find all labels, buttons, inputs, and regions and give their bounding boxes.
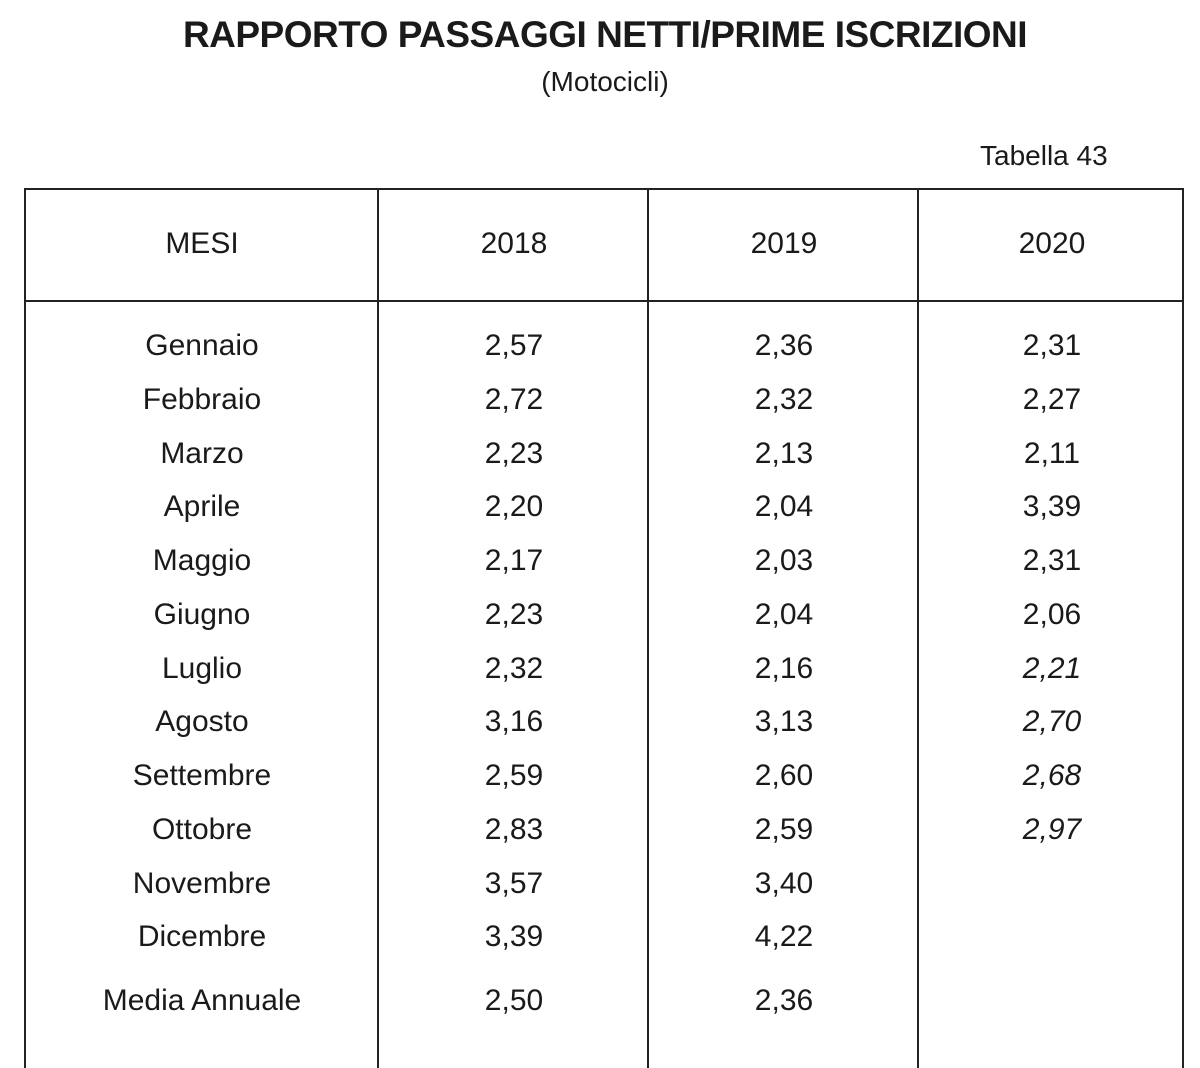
- month-cell: Gennaio: [145, 329, 259, 362]
- value-2019: 2,04: [754, 598, 814, 631]
- page-subtitle: (Motocicli): [541, 66, 669, 97]
- column-divider: [647, 188, 649, 1068]
- month-cell: Giugno: [153, 598, 251, 631]
- header-2018: 2018: [480, 227, 548, 260]
- value-2020: 2,70: [1022, 705, 1082, 738]
- value-2019: 3,40: [754, 867, 814, 900]
- value-2018: 3,16: [484, 705, 544, 738]
- value-2018: 3,57: [484, 867, 544, 900]
- value-2020: 2,31: [1022, 329, 1082, 362]
- value-2018: 2,32: [484, 652, 544, 685]
- value-2020: 2,31: [1022, 544, 1082, 577]
- month-cell: Marzo: [160, 437, 244, 470]
- value-2020: 2,97: [1022, 813, 1082, 846]
- month-cell: Febbraio: [142, 383, 262, 416]
- value-2019: 2,04: [754, 490, 814, 523]
- value-2020: 2,21: [1022, 652, 1082, 685]
- annual-average-label: Media Annuale: [102, 984, 302, 1017]
- month-cell: Aprile: [163, 490, 241, 523]
- value-2018: 2,72: [484, 383, 544, 416]
- value-2019: 2,03: [754, 544, 814, 577]
- annual-average-2020: [920, 981, 1184, 1021]
- value-2020: 2,11: [1023, 437, 1081, 470]
- month-cell: Novembre: [132, 867, 272, 900]
- value-2020: 2,27: [1022, 383, 1082, 416]
- month-cell: Settembre: [132, 759, 272, 792]
- month-cell: Dicembre: [137, 920, 267, 953]
- value-2018: 2,23: [484, 437, 544, 470]
- header-2019: 2019: [750, 227, 818, 260]
- value-2019: 2,32: [754, 383, 814, 416]
- value-2020: [920, 864, 1184, 904]
- header-2020: 2020: [1018, 227, 1086, 260]
- value-2020: 2,06: [1022, 598, 1082, 631]
- column-divider: [377, 188, 379, 1068]
- page-title: RAPPORTO PASSAGGI NETTI/PRIME ISCRIZIONI: [182, 14, 1028, 55]
- value-2019: 3,13: [754, 705, 814, 738]
- month-cell: Agosto: [155, 705, 249, 738]
- month-cell: Ottobre: [151, 813, 253, 846]
- header-mesi: MESI: [165, 227, 239, 260]
- value-2020: [920, 917, 1184, 957]
- month-cell: Luglio: [161, 652, 243, 685]
- value-2019: 2,36: [754, 329, 814, 362]
- value-2018: 3,39: [484, 920, 544, 953]
- value-2018: 2,83: [484, 813, 544, 846]
- value-2018: 2,20: [484, 490, 544, 523]
- column-divider: [917, 188, 919, 1068]
- annual-average-2019: 2,36: [754, 984, 814, 1017]
- value-2019: 2,60: [754, 759, 814, 792]
- value-2018: 2,23: [484, 598, 544, 631]
- month-cell: Maggio: [152, 544, 252, 577]
- value-2019: 2,16: [754, 652, 814, 685]
- value-2018: 2,59: [484, 759, 544, 792]
- table-number: Tabella 43: [980, 140, 1108, 171]
- annual-average-2018: 2,50: [484, 984, 544, 1017]
- value-2019: 4,22: [754, 920, 814, 953]
- table-frame: [24, 188, 1184, 1068]
- value-2019: 2,13: [754, 437, 814, 470]
- value-2020: 3,39: [1022, 490, 1082, 523]
- value-2020: 2,68: [1022, 759, 1082, 792]
- header-divider: [24, 300, 1184, 302]
- value-2018: 2,57: [484, 329, 544, 362]
- value-2019: 2,59: [754, 813, 814, 846]
- value-2018: 2,17: [484, 544, 544, 577]
